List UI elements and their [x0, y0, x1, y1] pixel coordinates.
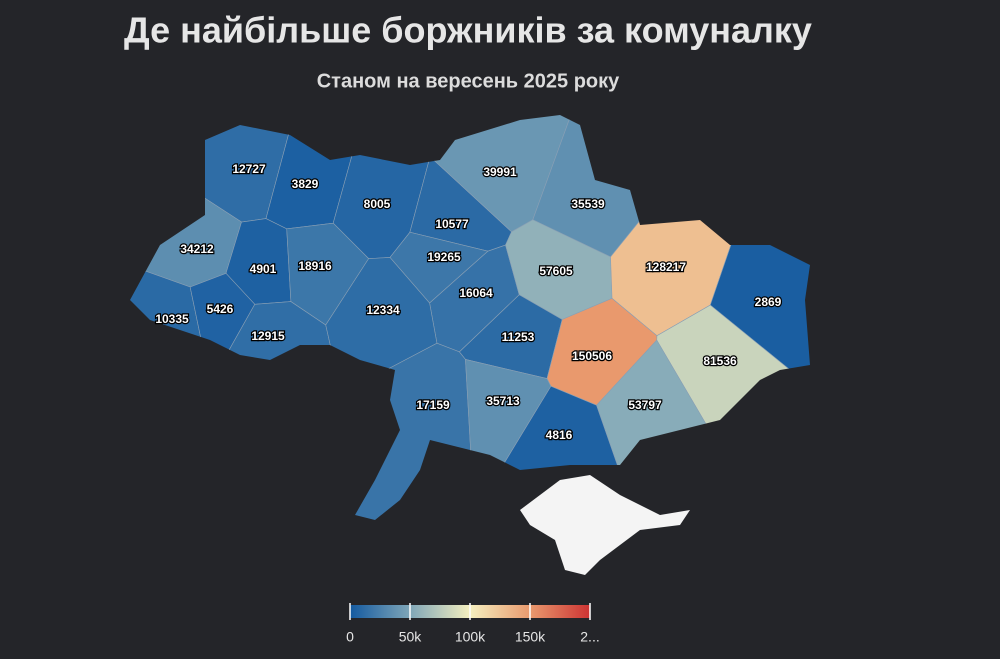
map-title: Де найбільше боржників за комуналку	[124, 10, 812, 51]
region-value: 10577	[435, 217, 469, 231]
region-value: 2869	[755, 295, 782, 309]
region	[130, 115, 299, 223]
map-subtitle: Станом на вересень 2025 року	[317, 70, 620, 92]
colorbar-tick-label: 50k	[399, 629, 423, 645]
region-value: 17159	[416, 398, 450, 412]
region-value: 35713	[486, 394, 520, 408]
colorbar-tick-label: 0	[346, 629, 354, 645]
region-value: 3829	[292, 177, 319, 191]
region-value: 4816	[546, 428, 573, 442]
region	[656, 304, 810, 520]
region-value: 12727	[232, 162, 266, 176]
region-value: 12334	[366, 303, 400, 317]
region-value: 5426	[207, 302, 234, 316]
region-value: 128217	[646, 260, 686, 274]
region-value: 35539	[571, 197, 605, 211]
colorbar-tick-label: 150k	[515, 629, 546, 645]
region-value: 4901	[250, 262, 277, 276]
region-value: 16064	[459, 286, 493, 300]
region-value: 12915	[251, 329, 285, 343]
region-value: 150506	[572, 349, 612, 363]
region-value: 10335	[155, 312, 189, 326]
colorbar-tick-label: 2...	[580, 629, 599, 645]
region-value: 8005	[364, 197, 391, 211]
colorbar-ticks: 0 50k 100k 150k 2...	[346, 603, 600, 645]
region-value: 11253	[502, 330, 535, 344]
region-value: 53797	[628, 398, 662, 412]
region	[254, 342, 475, 520]
region	[171, 301, 342, 520]
region-value: 18916	[298, 259, 332, 273]
crimea	[520, 475, 690, 575]
region-labels: 12727 3829 8005 10577 39991 35539 34212 4901 189…	[154, 161, 783, 444]
region	[130, 254, 211, 520]
region-value: 34212	[180, 242, 214, 256]
colorbar-tick-label: 100k	[455, 629, 486, 645]
region-value: 57605	[539, 264, 573, 278]
region-value: 19265	[427, 250, 461, 264]
region-value: 39991	[483, 165, 517, 179]
region-value: 81536	[703, 354, 737, 368]
regions	[130, 115, 810, 520]
